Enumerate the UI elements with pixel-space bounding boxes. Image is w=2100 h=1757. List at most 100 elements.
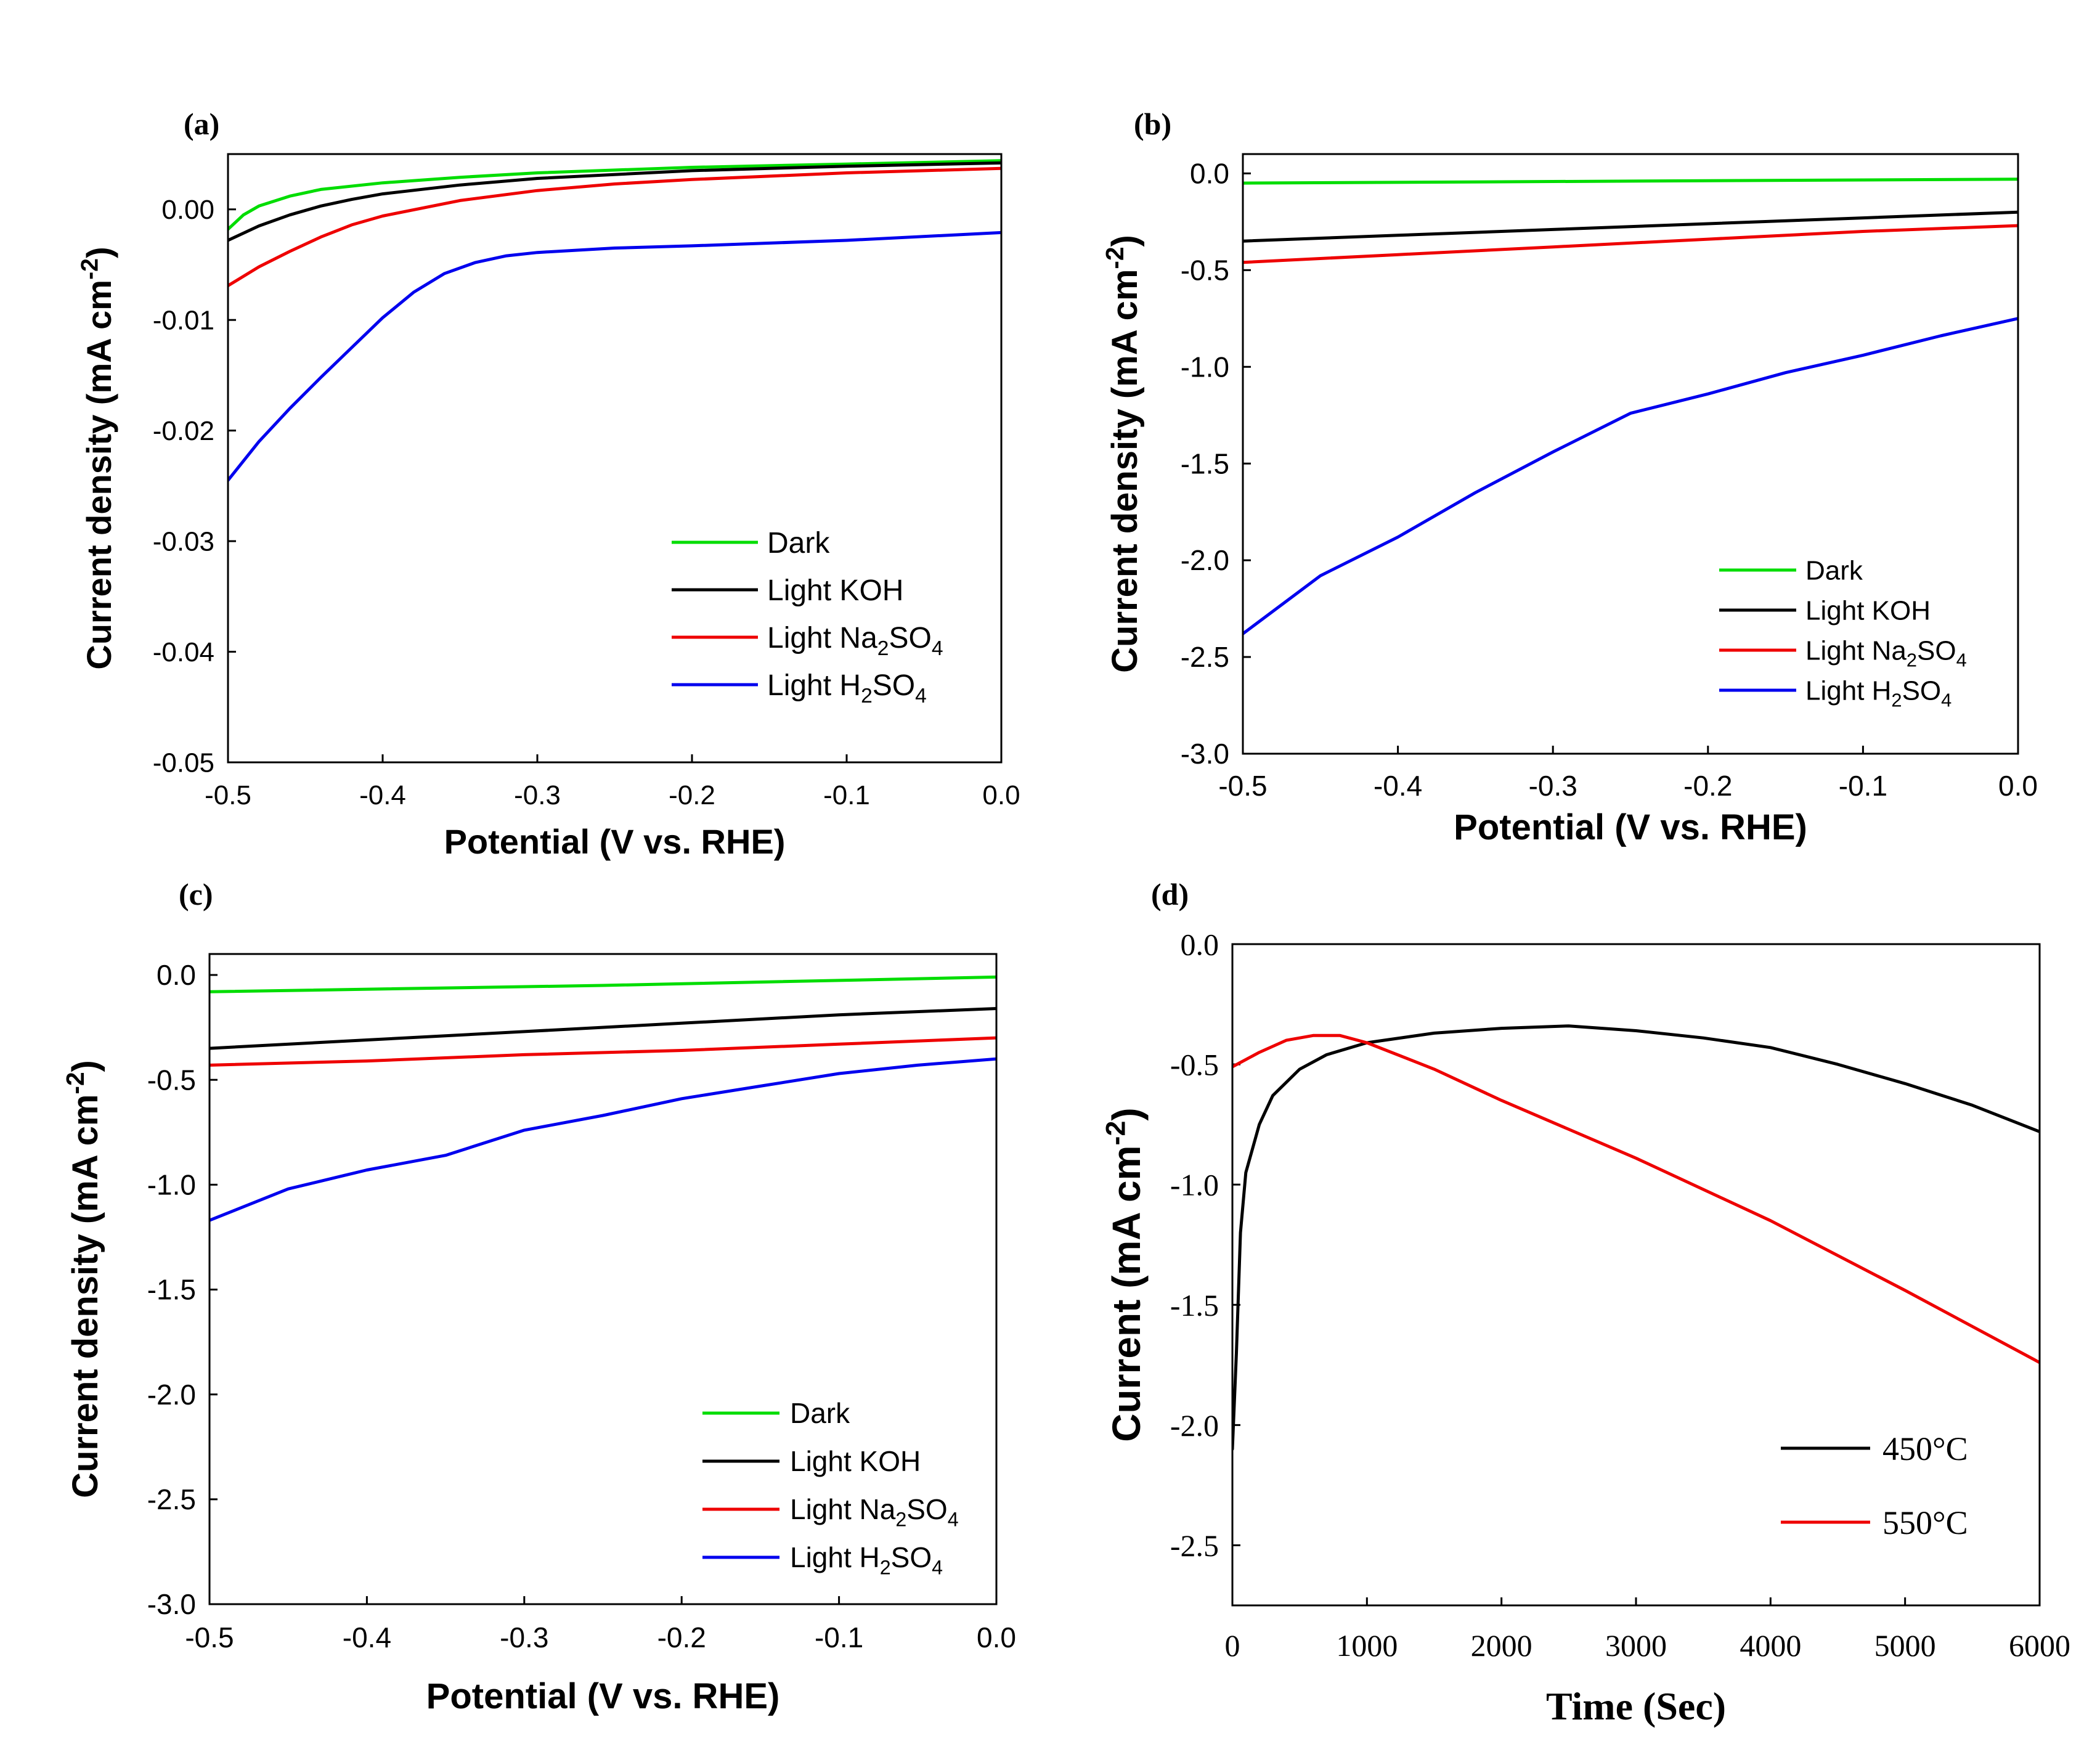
series-line-450-c xyxy=(1232,1024,2040,1451)
legend: Dark Light KOH Light Na2SO4 Light H2SO4 xyxy=(702,1397,959,1579)
x-tick-label: -0.4 xyxy=(359,780,406,810)
y-tick-label: -3.0 xyxy=(147,1588,196,1620)
x-tick-label: 0 xyxy=(1225,1628,1240,1663)
y-tick-label: -0.5 xyxy=(1181,254,1229,286)
plot-area xyxy=(228,159,1001,482)
y-tick-label: -0.04 xyxy=(153,637,214,667)
y-axis-label: Current density (mA cm-2) xyxy=(61,1060,105,1498)
x-tick-label: -0.2 xyxy=(1683,770,1732,802)
legend-label: Light H2SO4 xyxy=(790,1541,943,1579)
series-line-dark xyxy=(228,159,1001,231)
legend-label: Light H2SO4 xyxy=(1805,675,1951,711)
y-tick-label: -1.0 xyxy=(1181,351,1229,383)
y-tick-label: -1.0 xyxy=(1170,1168,1219,1202)
y-tick-label: 0.0 xyxy=(1190,157,1229,189)
series-line-light-na2so4 xyxy=(210,1036,996,1067)
chart-panel-d: (d) 0 1000 2000 3000 4000 5000 6000 -2.5 -2.0 -1.5… xyxy=(1101,877,2070,1728)
chart-panel-a: (a) -0.5 -0.4 -0.3 -0.2 -0.1 0.0 -0.05 -0.04 -0.0… xyxy=(77,107,1020,861)
panel-label: (b) xyxy=(1134,107,1171,141)
plot-frame xyxy=(227,153,1003,764)
legend-label: Light KOH xyxy=(790,1445,921,1477)
x-tick-label: 0.0 xyxy=(1998,770,2038,802)
panel-label: (d) xyxy=(1151,877,1189,911)
plot-area xyxy=(1232,1024,2040,1451)
chart-panel-b: (b) -0.5 -0.4 -0.3 -0.2 -0.1 0.0 -3.0 -2.5 -2.0 -1… xyxy=(1101,107,2038,847)
legend-label: Light Na2SO4 xyxy=(1805,635,1967,671)
series-line-light-koh xyxy=(1243,210,2018,243)
panel-label: (c) xyxy=(179,877,213,911)
series-line-light-h2so4 xyxy=(1243,317,2018,635)
series-line-light-h2so4 xyxy=(228,230,1001,482)
x-tick-label: -0.3 xyxy=(1529,770,1577,802)
y-tick-label: -2.5 xyxy=(147,1483,196,1515)
legend: Dark Light KOH Light Na2SO4 Light H2SO4 xyxy=(1719,555,1967,711)
y-tick-label: -2.0 xyxy=(147,1379,196,1411)
x-tick-label: -0.5 xyxy=(205,780,251,810)
x-tick-label: -0.3 xyxy=(500,1621,548,1653)
y-axis-label: Current (mA cm-2) xyxy=(1101,1107,1149,1441)
legend-label: Light KOH xyxy=(767,574,903,607)
plot-frame xyxy=(1231,943,2041,1607)
y-axis-label: Current density (mA cm-2) xyxy=(77,247,118,669)
series-line-dark xyxy=(210,975,996,993)
y-tick-label: -2.5 xyxy=(1170,1528,1219,1563)
series-line-light-na2so4 xyxy=(228,166,1001,288)
x-axis-label: Time (Sec) xyxy=(1546,1684,1726,1728)
legend: 450°C 550°C xyxy=(1781,1430,1968,1541)
y-tick-label: -3.0 xyxy=(1181,738,1229,770)
x-tick-label: 1000 xyxy=(1336,1628,1398,1663)
x-tick-label: -0.3 xyxy=(514,780,561,810)
x-tick-label: -0.2 xyxy=(669,780,715,810)
x-tick-label: 5000 xyxy=(1874,1628,1936,1663)
legend-label: 550°C xyxy=(1882,1504,1968,1541)
series-line-dark xyxy=(1243,177,2018,185)
legend-label: Light Na2SO4 xyxy=(790,1493,959,1531)
panel-label: (a) xyxy=(184,107,219,141)
x-tick-label: 0.0 xyxy=(977,1621,1016,1653)
y-tick-label: -1.5 xyxy=(147,1274,196,1306)
y-tick-label: -0.02 xyxy=(153,416,214,446)
plot-area xyxy=(210,975,996,1222)
plot-frame xyxy=(208,953,998,1605)
legend-label: Dark xyxy=(790,1397,850,1429)
y-tick-label: -1.5 xyxy=(1181,447,1229,479)
x-axis-label: Potential (V vs. RHE) xyxy=(1454,807,1807,847)
legend-label: Light KOH xyxy=(1805,595,1931,626)
y-axis-label: Current density (mA cm-2) xyxy=(1101,235,1145,673)
legend: Dark Light KOH Light Na2SO4 Light H2SO4 xyxy=(672,527,943,707)
x-tick-label: -0.1 xyxy=(815,1621,863,1653)
y-tick-label: 0.0 xyxy=(1181,927,1219,962)
x-axis-label: Potential (V vs. RHE) xyxy=(444,822,786,861)
series-line-550-c xyxy=(1232,1033,2040,1364)
legend-label: Light Na2SO4 xyxy=(767,622,943,660)
y-tick-label: -2.0 xyxy=(1170,1408,1219,1443)
legend-label: Dark xyxy=(767,527,830,560)
x-tick-label: 6000 xyxy=(2009,1628,2070,1663)
plot-area xyxy=(1243,177,2018,635)
y-tick-label: -0.5 xyxy=(147,1064,196,1096)
x-tick-label: -0.1 xyxy=(823,780,870,810)
legend-label: Light H2SO4 xyxy=(767,669,927,707)
x-tick-label: -0.2 xyxy=(657,1621,706,1653)
x-tick-label: 0.0 xyxy=(982,780,1020,810)
series-line-light-koh xyxy=(210,1007,996,1050)
series-line-light-h2so4 xyxy=(210,1057,996,1222)
y-tick-label: -0.01 xyxy=(153,306,214,336)
x-tick-label: -0.5 xyxy=(185,1621,234,1653)
x-tick-label: 2000 xyxy=(1471,1628,1532,1663)
series-line-light-koh xyxy=(228,161,1001,242)
chart-panel-c: (c) -0.5 -0.4 -0.3 -0.2 -0.1 0.0 -3.0 -2.5 -2.0 -1… xyxy=(61,877,1016,1716)
series-line-light-na2so4 xyxy=(1243,224,2018,264)
legend-label: 450°C xyxy=(1882,1430,1968,1467)
x-axis-label: Potential (V vs. RHE) xyxy=(426,1676,780,1716)
x-tick-label: -0.4 xyxy=(343,1621,391,1653)
x-tick-label: -0.1 xyxy=(1839,770,1887,802)
y-tick-label: -1.5 xyxy=(1170,1288,1219,1323)
y-tick-label: -1.0 xyxy=(147,1168,196,1201)
y-tick-label: -2.0 xyxy=(1181,544,1229,576)
y-tick-label: -0.05 xyxy=(153,748,214,778)
y-tick-label: -0.5 xyxy=(1170,1048,1219,1082)
y-tick-label: 0.0 xyxy=(157,959,196,991)
x-tick-label: -0.5 xyxy=(1218,770,1267,802)
